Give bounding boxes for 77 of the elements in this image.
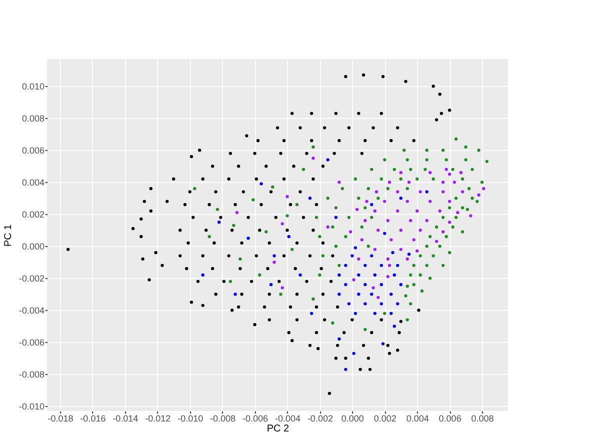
point bbox=[347, 302, 351, 306]
x-tick-label: -0.012 bbox=[145, 414, 171, 424]
point bbox=[298, 273, 302, 277]
point bbox=[201, 273, 204, 277]
point bbox=[425, 190, 428, 194]
x-tick-label: -0.006 bbox=[242, 414, 268, 424]
point bbox=[234, 292, 237, 296]
point bbox=[338, 273, 341, 277]
point bbox=[272, 254, 276, 258]
x-tick-label: -0.008 bbox=[210, 414, 236, 424]
y-tick-label: 0.002 bbox=[22, 210, 44, 220]
x-tick-label: 0.004 bbox=[406, 414, 429, 424]
point bbox=[383, 232, 386, 235]
point bbox=[373, 312, 376, 315]
point bbox=[407, 252, 411, 256]
y-tick-label: 0.006 bbox=[22, 146, 44, 156]
point bbox=[269, 283, 273, 286]
point bbox=[338, 292, 341, 296]
point bbox=[287, 235, 290, 238]
y-tick-label: 0.004 bbox=[22, 178, 44, 188]
point bbox=[370, 292, 374, 296]
point bbox=[391, 251, 394, 254]
y-tick-label: -0.010 bbox=[18, 402, 44, 412]
point bbox=[357, 273, 360, 277]
point bbox=[399, 283, 402, 286]
point bbox=[260, 182, 263, 186]
point bbox=[308, 196, 312, 200]
point bbox=[396, 264, 400, 267]
x-tick-label: -0.010 bbox=[178, 414, 204, 424]
y-tick-label: -0.006 bbox=[18, 338, 44, 348]
point bbox=[364, 283, 367, 286]
point bbox=[373, 273, 376, 277]
point bbox=[390, 292, 393, 296]
y-axis-title: PC 1 bbox=[2, 224, 14, 247]
y-tick-label: 0.000 bbox=[22, 242, 44, 252]
point bbox=[338, 337, 341, 341]
x-tick-label: -0.002 bbox=[307, 414, 333, 424]
point bbox=[344, 264, 348, 267]
point bbox=[357, 292, 360, 296]
point bbox=[354, 246, 357, 250]
point bbox=[399, 196, 402, 200]
y-tick-label: 0.008 bbox=[22, 114, 44, 124]
y-tick-label: 0.010 bbox=[22, 82, 44, 92]
x-tick-label: -0.004 bbox=[274, 414, 301, 424]
point bbox=[334, 216, 338, 219]
x-tick-label: 0.006 bbox=[438, 414, 462, 424]
x-axis-title: PC 2 bbox=[266, 424, 290, 434]
x-tick-label: 0.008 bbox=[471, 414, 494, 424]
point bbox=[350, 254, 354, 258]
point bbox=[217, 220, 221, 224]
x-tick-label: -0.018 bbox=[48, 414, 74, 424]
point bbox=[380, 302, 383, 306]
point bbox=[380, 264, 383, 267]
point bbox=[380, 283, 383, 286]
point bbox=[364, 302, 367, 306]
x-tick-label: -0.016 bbox=[80, 414, 106, 424]
point bbox=[370, 254, 374, 258]
y-tick-label: -0.004 bbox=[18, 306, 44, 316]
y-tick-label: -0.002 bbox=[18, 274, 44, 284]
x-tick-label: 0.002 bbox=[374, 414, 396, 424]
point bbox=[392, 324, 396, 328]
point bbox=[396, 302, 400, 306]
point bbox=[392, 273, 396, 277]
y-tick-label: -0.008 bbox=[18, 370, 44, 380]
point bbox=[390, 312, 393, 315]
point bbox=[310, 312, 314, 315]
point bbox=[364, 264, 367, 267]
point bbox=[381, 342, 385, 346]
point bbox=[344, 283, 348, 286]
point bbox=[246, 236, 250, 240]
x-tick-label: -0.014 bbox=[112, 414, 138, 424]
point bbox=[370, 203, 374, 206]
point bbox=[354, 312, 357, 315]
point bbox=[344, 368, 348, 371]
x-tick-label: 0.000 bbox=[341, 414, 364, 424]
point bbox=[352, 352, 356, 355]
point bbox=[326, 158, 330, 162]
